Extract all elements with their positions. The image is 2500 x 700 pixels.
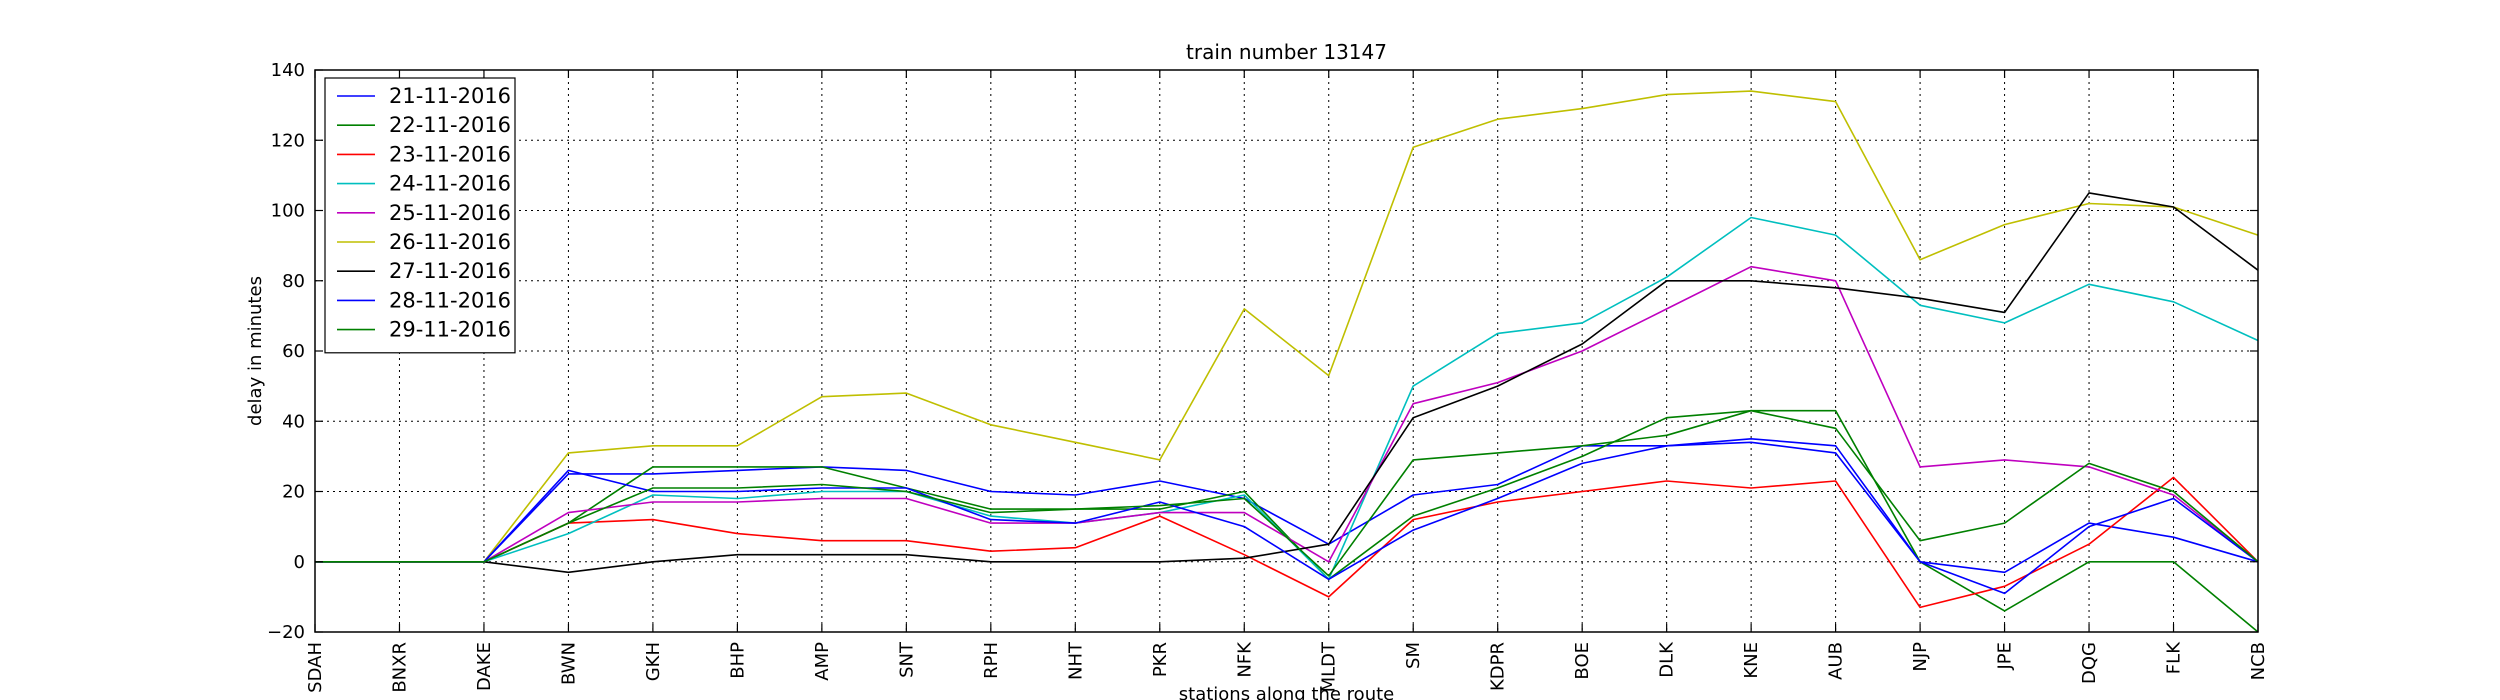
y-tick-label: 120 [271, 130, 305, 151]
x-tick-label-sdah: SDAH [305, 642, 326, 693]
x-tick-label-pkr: PKR [1150, 642, 1171, 677]
x-tick-label-jpe: JPE [1995, 642, 2016, 671]
x-tick-labels: SDAH BNXR DAKE BWN GKH BHP AMP SNT RPH NHT PKR NFK M… [305, 641, 2269, 693]
series-line-23-11-2016 [315, 476, 2259, 609]
legend-label: 28-11-2016 [389, 288, 511, 312]
x-tick-label-dqg: DQG [2079, 642, 2100, 684]
series-line-21-11-2016 [315, 437, 2259, 574]
y-tick-label: −20 [267, 622, 305, 643]
series-line-25-11-2016 [315, 265, 2259, 563]
legend-label: 24-11-2016 [389, 172, 511, 196]
x-tick-label-aub: AUB [1826, 642, 1847, 680]
legend-label: 23-11-2016 [389, 142, 511, 166]
axis-ticks [314, 69, 2259, 633]
x-tick-label-dake: DAKE [474, 642, 495, 691]
x-axis-title: stations along the route [1179, 684, 1394, 700]
legend-box [324, 77, 516, 354]
x-tick-label-kne: KNE [1741, 642, 1762, 679]
x-tick-label-bwn: BWN [558, 642, 579, 685]
x-tick-label-bnxr: BNXR [389, 642, 410, 693]
legend-label: 29-11-2016 [389, 318, 511, 342]
series-line-22-11-2016 [315, 409, 2259, 633]
series-line-29-11-2016 [315, 409, 2259, 577]
y-tick-label: 20 [282, 482, 305, 503]
legend-label: 21-11-2016 [389, 84, 511, 108]
x-tick-label-mldt: MLDT [1319, 641, 1340, 692]
legend: 21-11-2016 22-11-2016 23-11-2016 24-11-2016… [324, 77, 516, 354]
y-tick-labels: −20 0 20 40 60 80 100 120 140 [267, 60, 305, 643]
series-line-28-11-2016 [315, 441, 2259, 595]
x-tick-label-ncb: NCB [2248, 642, 2269, 680]
legend-label: 25-11-2016 [389, 201, 511, 225]
y-tick-label: 0 [294, 552, 305, 573]
legend-label: 22-11-2016 [389, 113, 511, 137]
x-tick-label-snt: SNT [896, 641, 917, 678]
y-tick-label: 140 [271, 60, 305, 81]
x-tick-label-kdpr: KDPR [1488, 642, 1509, 691]
x-tick-label-rph: RPH [981, 642, 1002, 679]
series-line-27-11-2016 [315, 192, 2259, 574]
y-tick-label: 100 [271, 201, 305, 222]
y-tick-label: 80 [282, 271, 305, 292]
x-tick-label-nfk: NFK [1234, 641, 1255, 678]
x-tick-label-dlk: DLK [1657, 641, 1678, 678]
legend-label: 27-11-2016 [389, 259, 511, 283]
x-tick-label-flk: FLK [2164, 641, 2185, 674]
legend-label: 26-11-2016 [389, 230, 511, 254]
y-tick-label: 60 [282, 341, 305, 362]
x-tick-label-nht: NHT [1065, 641, 1086, 680]
series-line-24-11-2016 [315, 216, 2259, 581]
series-line-26-11-2016 [315, 90, 2259, 563]
y-tick-label: 40 [282, 411, 305, 432]
x-tick-label-gkh: GKH [643, 642, 664, 681]
x-tick-label-bhp: BHP [727, 642, 748, 679]
series-lines [315, 90, 2259, 633]
chart-title: train number 13147 [1186, 40, 1387, 64]
x-tick-label-amp: AMP [812, 642, 833, 681]
x-tick-label-sm: SM [1403, 642, 1424, 669]
x-tick-label-boe: BOE [1572, 642, 1593, 680]
grid-lines [314, 69, 2259, 633]
y-axis-title: delay in minutes [245, 276, 266, 426]
x-tick-label-njp: NJP [1910, 642, 1931, 672]
